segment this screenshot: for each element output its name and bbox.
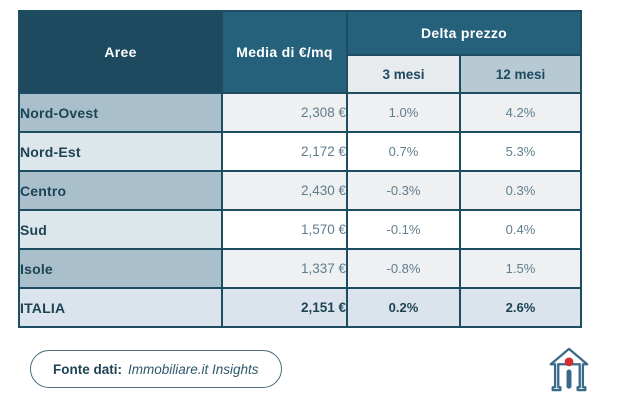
delta-12m-cell: 0.3% xyxy=(459,170,582,211)
area-cell: Centro xyxy=(18,170,223,211)
area-cell: ITALIA xyxy=(18,287,223,328)
logo-red-dot xyxy=(564,357,574,367)
media-cell: 1,570 € xyxy=(221,209,348,250)
media-cell: 1,337 € xyxy=(221,248,348,289)
delta-12m-cell: 4.2% xyxy=(459,92,582,133)
column-header-aree: Aree xyxy=(18,10,223,94)
delta-3m-cell: 0.7% xyxy=(346,131,461,172)
header-row-sub: 3 mesi 12 mesi xyxy=(19,54,582,94)
area-cell: Nord-Ovest xyxy=(18,92,223,133)
source-value: Immobiliare.it Insights xyxy=(128,361,259,377)
table-row-italia-total: ITALIA 2,151 € 0.2% 2.6% xyxy=(18,287,582,328)
column-header-3-mesi: 3 mesi xyxy=(346,54,461,94)
source-label: Fonte dati: xyxy=(53,361,122,377)
column-header-12-mesi: 12 mesi xyxy=(459,54,582,94)
column-header-media: Media di €/mq xyxy=(221,10,348,94)
media-cell: 2,151 € xyxy=(221,287,348,328)
delta-3m-cell: -0.1% xyxy=(346,209,461,250)
delta-3m-cell: -0.8% xyxy=(346,248,461,289)
media-cell: 2,308 € xyxy=(221,92,348,133)
delta-12m-cell: 1.5% xyxy=(459,248,582,289)
delta-3m-cell: 0.2% xyxy=(346,287,461,328)
table-row-nord-est: Nord-Est 2,172 € 0.7% 5.3% xyxy=(18,131,582,172)
media-cell: 2,172 € xyxy=(221,131,348,172)
table-row-nord-ovest: Nord-Ovest 2,308 € 1.0% 4.2% xyxy=(18,92,582,133)
table-row-centro: Centro 2,430 € -0.3% 0.3% xyxy=(18,170,582,211)
delta-12m-cell: 2.6% xyxy=(459,287,582,328)
price-table: Aree Media di €/mq Delta prezzo 3 mesi 1… xyxy=(18,10,582,328)
immobiliare-house-icon xyxy=(549,347,589,392)
delta-12m-cell: 5.3% xyxy=(459,131,582,172)
column-header-delta-prezzo: Delta prezzo xyxy=(346,10,582,56)
delta-12m-cell: 0.4% xyxy=(459,209,582,250)
logo-i-stem xyxy=(566,369,572,389)
area-cell: Nord-Est xyxy=(18,131,223,172)
area-cell: Sud xyxy=(18,209,223,250)
table-row-isole: Isole 1,337 € -0.8% 1.5% xyxy=(18,248,582,289)
data-source-badge: Fonte dati: Immobiliare.it Insights xyxy=(30,350,282,388)
media-cell: 2,430 € xyxy=(221,170,348,211)
delta-3m-cell: 1.0% xyxy=(346,92,461,133)
delta-3m-cell: -0.3% xyxy=(346,170,461,211)
area-cell: Isole xyxy=(18,248,223,289)
header-row-top: Aree Media di €/mq Delta prezzo xyxy=(18,10,582,94)
table-row-sud: Sud 1,570 € -0.1% 0.4% xyxy=(18,209,582,250)
